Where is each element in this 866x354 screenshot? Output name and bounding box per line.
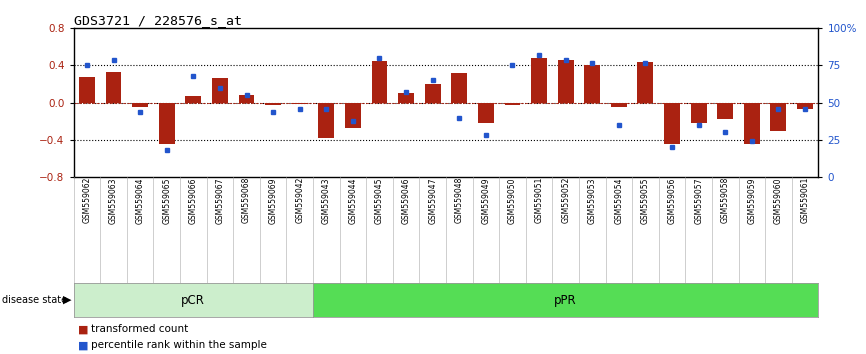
- Text: GSM559067: GSM559067: [216, 177, 224, 223]
- Text: GSM559045: GSM559045: [375, 177, 384, 223]
- Text: ■: ■: [78, 324, 88, 334]
- Text: GSM559051: GSM559051: [534, 177, 544, 223]
- Text: GSM559052: GSM559052: [561, 177, 570, 223]
- Bar: [398, 93, 414, 103]
- Text: GSM559064: GSM559064: [136, 177, 145, 223]
- Text: GSM559057: GSM559057: [695, 177, 703, 223]
- Bar: [664, 103, 680, 144]
- Text: GSM559059: GSM559059: [747, 177, 756, 223]
- Bar: [424, 84, 441, 103]
- Bar: [451, 73, 468, 103]
- Text: pPR: pPR: [554, 293, 577, 307]
- Text: GSM559050: GSM559050: [508, 177, 517, 223]
- Text: GSM559065: GSM559065: [162, 177, 171, 223]
- Text: GDS3721 / 228576_s_at: GDS3721 / 228576_s_at: [74, 14, 242, 27]
- Bar: [771, 103, 786, 131]
- Text: GSM559056: GSM559056: [668, 177, 676, 223]
- Text: GSM559049: GSM559049: [481, 177, 490, 223]
- Bar: [637, 62, 654, 103]
- Text: GSM559044: GSM559044: [348, 177, 358, 223]
- Text: pCR: pCR: [181, 293, 205, 307]
- Text: GSM559069: GSM559069: [268, 177, 278, 223]
- Text: GSM559053: GSM559053: [588, 177, 597, 223]
- Text: transformed count: transformed count: [91, 324, 188, 334]
- Bar: [292, 103, 307, 104]
- Bar: [505, 103, 520, 104]
- Text: GSM559061: GSM559061: [800, 177, 810, 223]
- Bar: [212, 78, 228, 103]
- Text: GSM559047: GSM559047: [428, 177, 437, 223]
- Bar: [744, 103, 759, 144]
- Bar: [531, 58, 547, 103]
- Text: GSM559058: GSM559058: [721, 177, 730, 223]
- Bar: [717, 103, 734, 119]
- Bar: [79, 76, 95, 103]
- Text: GSM559042: GSM559042: [295, 177, 304, 223]
- Text: GSM559048: GSM559048: [455, 177, 464, 223]
- Bar: [585, 65, 600, 103]
- Text: GSM559054: GSM559054: [614, 177, 624, 223]
- Bar: [478, 103, 494, 123]
- Text: GSM559062: GSM559062: [82, 177, 92, 223]
- Text: percentile rank within the sample: percentile rank within the sample: [91, 340, 267, 350]
- Bar: [558, 60, 573, 103]
- Text: GSM559068: GSM559068: [242, 177, 251, 223]
- Text: GSM559066: GSM559066: [189, 177, 197, 223]
- Text: GSM559043: GSM559043: [322, 177, 331, 223]
- Bar: [797, 103, 813, 109]
- Bar: [132, 103, 148, 107]
- Bar: [611, 103, 627, 107]
- Bar: [106, 72, 121, 103]
- Bar: [691, 103, 707, 123]
- Bar: [158, 103, 175, 144]
- Text: disease state: disease state: [2, 295, 67, 305]
- Bar: [345, 103, 361, 128]
- Bar: [238, 95, 255, 103]
- Text: GSM559046: GSM559046: [402, 177, 410, 223]
- Bar: [185, 96, 201, 103]
- Text: ■: ■: [78, 340, 88, 350]
- Bar: [372, 61, 387, 103]
- Text: GSM559055: GSM559055: [641, 177, 650, 223]
- Text: GSM559060: GSM559060: [774, 177, 783, 223]
- Bar: [265, 103, 281, 104]
- Text: ▶: ▶: [63, 295, 72, 305]
- Bar: [319, 103, 334, 138]
- Text: GSM559063: GSM559063: [109, 177, 118, 223]
